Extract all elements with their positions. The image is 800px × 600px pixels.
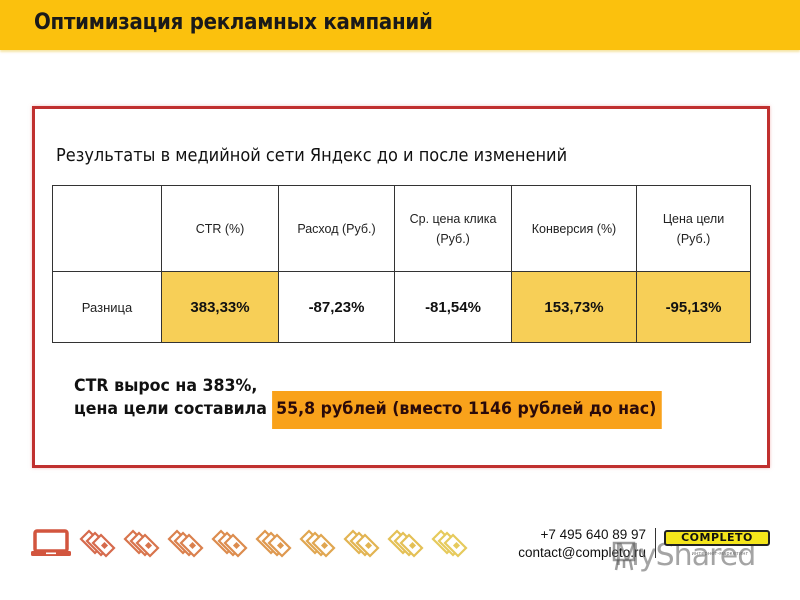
table-header-spend: Расход (Руб.) — [278, 185, 395, 272]
table-header-cpa: Цена цели (Руб.) — [636, 185, 751, 272]
money-stack-icon — [431, 529, 468, 558]
table-header-row: CTR (%) Расход (Руб.) Ср. цена клика (Ру… — [52, 185, 751, 272]
footer-icon-strip — [30, 526, 468, 560]
table-header-empty — [52, 185, 162, 272]
table-header-cpc: Ср. цена клика (Руб.) — [394, 185, 512, 272]
watermark-presentation-icon — [612, 541, 636, 571]
money-stack-icon — [211, 529, 248, 558]
conclusion-highlight: 55,8 рублей (вместо 1146 рублей до нас) — [272, 391, 662, 429]
footer-divider — [655, 528, 656, 558]
money-stack-icon — [79, 529, 116, 558]
contact-phone[interactable]: +7 495 640 89 97 — [540, 527, 646, 542]
logo-tagline: интернет-маркетинг — [691, 551, 749, 557]
money-stack-icon — [387, 529, 424, 558]
conclusion-text: CTR вырос на 383%, цена цели составила 5… — [74, 375, 662, 429]
section-subtitle: Результаты в медийной сети Яндекс до и п… — [56, 145, 568, 166]
conclusion-line-1: CTR вырос на 383%, — [74, 376, 258, 396]
results-frame — [32, 106, 770, 468]
cell-conversion: 153,73% — [511, 271, 637, 343]
results-table: CTR (%) Расход (Руб.) Ср. цена клика (Ру… — [52, 185, 751, 343]
money-stack-icon — [123, 529, 160, 558]
cell-cpc: -81,54% — [394, 271, 512, 343]
table-header-ctr: CTR (%) — [161, 185, 279, 272]
laptop-icon — [31, 529, 71, 556]
page-title: Оптимизация рекламных кампаний — [34, 10, 433, 35]
money-stack-icon — [255, 529, 292, 558]
money-stack-icon — [343, 529, 380, 558]
money-stack-icon — [167, 529, 204, 558]
cell-ctr: 383,33% — [161, 271, 279, 343]
cell-cpa: -95,13% — [636, 271, 751, 343]
table-row: Разница 383,33% -87,23% -81,54% 153,73% … — [52, 271, 751, 343]
cell-spend: -87,23% — [278, 271, 395, 343]
conclusion-line-2: цена цели составила 55,8 рублей (вместо … — [74, 391, 662, 429]
company-logo: COMPLETO — [664, 530, 770, 546]
header-bar: Оптимизация рекламных кампаний — [0, 0, 800, 50]
money-stack-icon — [299, 529, 336, 558]
row-label: Разница — [52, 271, 162, 343]
conclusion-prefix: цена цели составила — [74, 399, 273, 419]
table-header-conversion: Конверсия (%) — [511, 185, 637, 272]
